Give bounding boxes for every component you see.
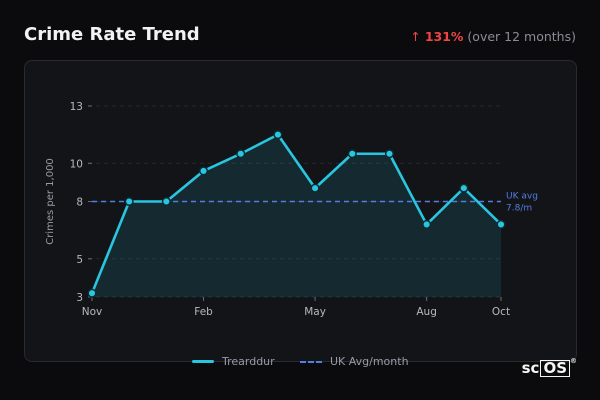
logo-text-boxed: OS bbox=[540, 359, 570, 377]
data-point bbox=[198, 166, 209, 176]
y-axis-label: Crimes per 1,000 bbox=[45, 158, 56, 245]
average-label-line2: 7.8/m bbox=[506, 204, 532, 214]
x-tick-label: Oct bbox=[492, 306, 510, 318]
chart-legend: Trearddur UK Avg/month bbox=[0, 355, 600, 371]
series-area-fill bbox=[92, 134, 501, 297]
arrow-up-icon: ↑ bbox=[410, 29, 421, 44]
registered-mark: ® bbox=[570, 357, 577, 365]
series-line bbox=[90, 133, 502, 294]
data-point bbox=[124, 196, 134, 207]
data-point bbox=[87, 288, 97, 298]
y-tick-label: 10 bbox=[70, 158, 83, 170]
data-point bbox=[347, 149, 357, 159]
x-tick-label: Aug bbox=[416, 306, 437, 318]
chart-title: Crime Rate Trend bbox=[24, 24, 200, 45]
change-percent: 131% bbox=[424, 29, 464, 44]
legend-line-swatch bbox=[192, 360, 214, 363]
data-point bbox=[273, 130, 283, 140]
data-point bbox=[384, 149, 395, 159]
brand-logo: sc OS ® bbox=[521, 357, 577, 377]
data-point bbox=[422, 219, 432, 229]
data-point bbox=[496, 219, 506, 229]
legend-dashed-swatch bbox=[300, 360, 322, 363]
y-tick-label: 3 bbox=[76, 292, 83, 304]
chart-header: Crime Rate Trend ↑ 131% (over 12 months) bbox=[24, 24, 576, 52]
x-tick-label: Nov bbox=[82, 306, 103, 318]
data-point bbox=[310, 183, 320, 193]
data-point bbox=[161, 196, 171, 207]
y-tick-label: 5 bbox=[76, 254, 83, 266]
legend-series-label: Trearddur bbox=[222, 355, 275, 368]
y-tick-label: 8 bbox=[76, 197, 83, 209]
y-tick-label: 13 bbox=[70, 101, 83, 113]
average-label-line1: UK avg bbox=[506, 192, 538, 202]
change-period-note: (over 12 months) bbox=[467, 29, 576, 44]
legend-average-label: UK Avg/month bbox=[330, 355, 409, 368]
legend-item-series[interactable]: Trearddur bbox=[192, 355, 275, 368]
x-tick-label: May bbox=[304, 306, 326, 318]
legend-item-average[interactable]: UK Avg/month bbox=[300, 355, 409, 368]
chart-card: 3 5 8 10 13 Crimes per 1,000 Nov Feb May Aug Oct UK… bbox=[24, 60, 577, 362]
line-chart: 3 5 8 10 13 Crimes per 1,000 Nov Feb May Aug Oct UK… bbox=[45, 101, 538, 318]
trend-change-indicator: ↑ 131% (over 12 months) bbox=[410, 29, 576, 44]
logo-text-prefix: sc bbox=[521, 359, 540, 377]
data-point bbox=[459, 183, 469, 193]
data-point bbox=[236, 149, 246, 159]
x-tick-label: Feb bbox=[194, 306, 213, 318]
